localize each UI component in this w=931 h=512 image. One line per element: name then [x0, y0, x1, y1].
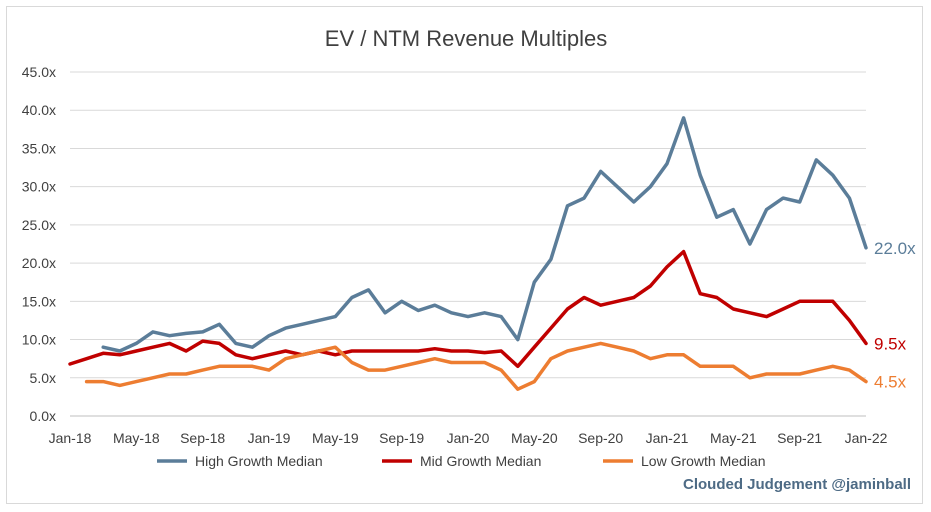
y-tick-label: 20.0x: [22, 255, 56, 271]
y-tick-label: 10.0x: [22, 332, 56, 348]
series-line-2: [68, 249, 868, 369]
x-tick-label: Jan-20: [447, 430, 490, 446]
y-tick-label: 0.0x: [30, 408, 56, 424]
legend-label: High Growth Median: [195, 453, 323, 469]
watermark: Clouded Judgement @jaminball: [683, 476, 911, 493]
legend-label: Low Growth Median: [641, 453, 766, 469]
end-value-labels: 22.0x 9.5x 4.5x: [874, 239, 916, 392]
end-value-label: 9.5x: [874, 334, 907, 353]
end-value-label: 22.0x: [874, 239, 916, 258]
y-tick-label: 5.0x: [30, 370, 56, 386]
series-lines: [68, 116, 868, 391]
y-tick-label: 40.0x: [22, 102, 56, 118]
chart-frame: [6, 6, 923, 504]
x-tick-label: Sep-20: [578, 430, 623, 446]
x-tick-label: May-19: [312, 430, 359, 446]
legend: High Growth Median Mid Growth Median Low G…: [157, 453, 766, 469]
y-tick-label: 30.0x: [22, 179, 56, 195]
x-tick-label: Sep-18: [180, 430, 225, 446]
x-tick-label: Jan-21: [646, 430, 689, 446]
x-tick-label: Jan-22: [845, 430, 888, 446]
series-line-1: [101, 116, 868, 353]
series-line-3: [84, 341, 868, 391]
y-tick-label: 45.0x: [22, 64, 56, 80]
x-tick-label: May-21: [710, 430, 757, 446]
chart-title: EV / NTM Revenue Multiples: [325, 26, 607, 51]
end-value-label: 4.5x: [874, 373, 907, 392]
x-tick-label: May-20: [511, 430, 558, 446]
x-tick-label: Sep-19: [379, 430, 424, 446]
x-tick-label: Jan-19: [248, 430, 291, 446]
y-axis-tick-labels: 0.0x 5.0x 10.0x 15.0x 20.0x 25.0x 30.0x 35.0x 40…: [22, 64, 56, 424]
y-tick-label: 35.0x: [22, 140, 56, 156]
x-axis-tick-labels: Jan-18 May-18 Sep-18 Jan-19 May-19 Sep-19 Jan-…: [49, 430, 888, 446]
legend-label: Mid Growth Median: [420, 453, 541, 469]
x-tick-label: Sep-21: [777, 430, 822, 446]
y-tick-label: 15.0x: [22, 293, 56, 309]
x-tick-label: May-18: [113, 430, 160, 446]
y-tick-label: 25.0x: [22, 217, 56, 233]
x-tick-label: Jan-18: [49, 430, 92, 446]
